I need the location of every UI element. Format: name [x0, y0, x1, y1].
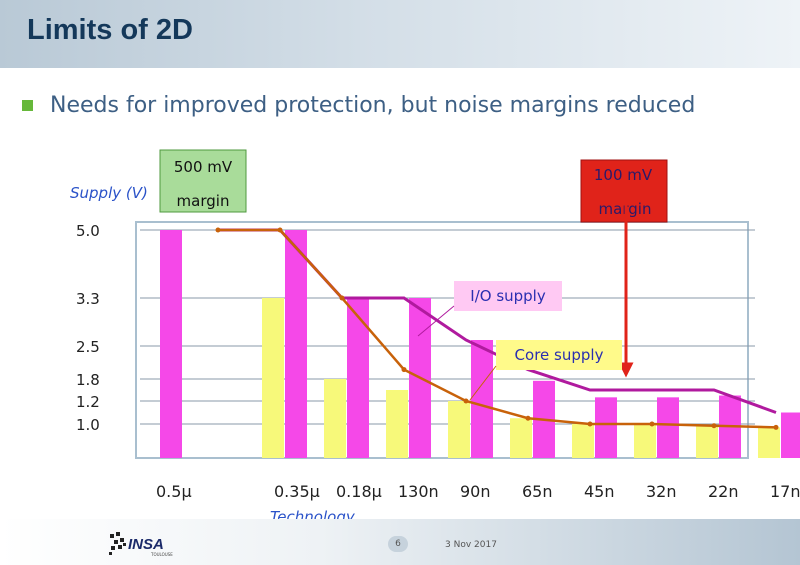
core-trend-point — [401, 367, 407, 373]
core-trend-point — [649, 421, 655, 427]
logo-text: INSA — [128, 536, 164, 553]
io-bar — [160, 230, 182, 458]
x-tick-label: 0.35µ — [274, 482, 320, 501]
x-tick-label: 0.18µ — [336, 482, 382, 501]
core-supply-label-box — [496, 340, 622, 370]
core-supply-pointer — [469, 365, 497, 401]
x-tick-label: 45n — [584, 482, 615, 501]
core-trend-point — [215, 227, 221, 233]
x-tick-label: 65n — [522, 482, 553, 501]
y-axis-title: Supply (V) — [70, 184, 148, 202]
core-trend-point — [587, 421, 593, 427]
core-bar — [696, 425, 718, 458]
core-bar — [324, 379, 346, 458]
supply-voltage-chart: 5.0 3.3 2.5 1.8 1.2 1.0 0.5µ 0.35µ 0.18µ 130n 90n… — [70, 149, 800, 520]
core-trend-point — [339, 295, 345, 301]
io-supply-label-box — [454, 281, 562, 311]
io-bar — [471, 340, 493, 458]
x-tick-label: 130n — [398, 482, 439, 501]
title-bar — [0, 0, 800, 68]
y-tick-label: 1.2 — [76, 393, 100, 411]
x-tick-label: 0.5µ — [156, 482, 192, 501]
slide-title: Limits of 2D — [27, 14, 193, 46]
core-trend-point — [711, 423, 717, 429]
bullet-square-icon — [22, 100, 33, 111]
core-bar — [510, 418, 532, 458]
y-tick-label: 1.0 — [76, 416, 100, 434]
core-trend-point — [525, 415, 531, 421]
y-tick-label: 3.3 — [76, 290, 100, 308]
margin-500-value: 500 mV — [174, 158, 233, 176]
x-tick-label: 22n — [708, 482, 739, 501]
slide-date: 3 Nov 2017 — [445, 540, 497, 550]
core-bar — [386, 390, 408, 458]
io-bar — [595, 397, 617, 458]
y-tick-label: 1.8 — [76, 371, 100, 389]
margin-100-callout — [580, 159, 668, 223]
core-bar — [758, 427, 780, 458]
core-trend-point — [463, 398, 469, 404]
insa-logo: INSA TOULOUSE — [109, 532, 173, 557]
io-bar — [781, 412, 800, 458]
margin-100-value: 100 mV — [594, 166, 653, 184]
core-bar — [572, 424, 594, 458]
x-tick-label: 17n — [770, 482, 800, 501]
io-supply-label: I/O supply — [470, 287, 546, 305]
io-supply-pointer — [417, 305, 455, 337]
y-tick-label: 2.5 — [76, 338, 100, 356]
core-trend-line — [218, 228, 777, 429]
core-bar — [262, 298, 284, 458]
io-bar — [657, 397, 679, 458]
plot-frame — [135, 221, 749, 459]
x-tick-label: 90n — [460, 482, 491, 501]
core-supply-label: Core supply — [515, 346, 604, 364]
margin-500-callout — [159, 149, 247, 213]
x-axis-title: Technology — [270, 508, 356, 520]
bullet-text: Needs for improved protection, but noise… — [50, 93, 696, 118]
core-trend-point — [773, 424, 779, 430]
core-trend-point — [277, 227, 283, 233]
page-number: 6 — [388, 536, 408, 552]
y-tick-label: 5.0 — [76, 222, 100, 240]
core-bar — [634, 424, 656, 458]
margin-500-label: margin — [177, 192, 230, 210]
logo-subtext: TOULOUSE — [150, 552, 173, 557]
core-bar — [448, 401, 470, 458]
x-tick-label: 32n — [646, 482, 677, 501]
io-bar — [347, 298, 369, 458]
io-bar — [285, 230, 307, 458]
